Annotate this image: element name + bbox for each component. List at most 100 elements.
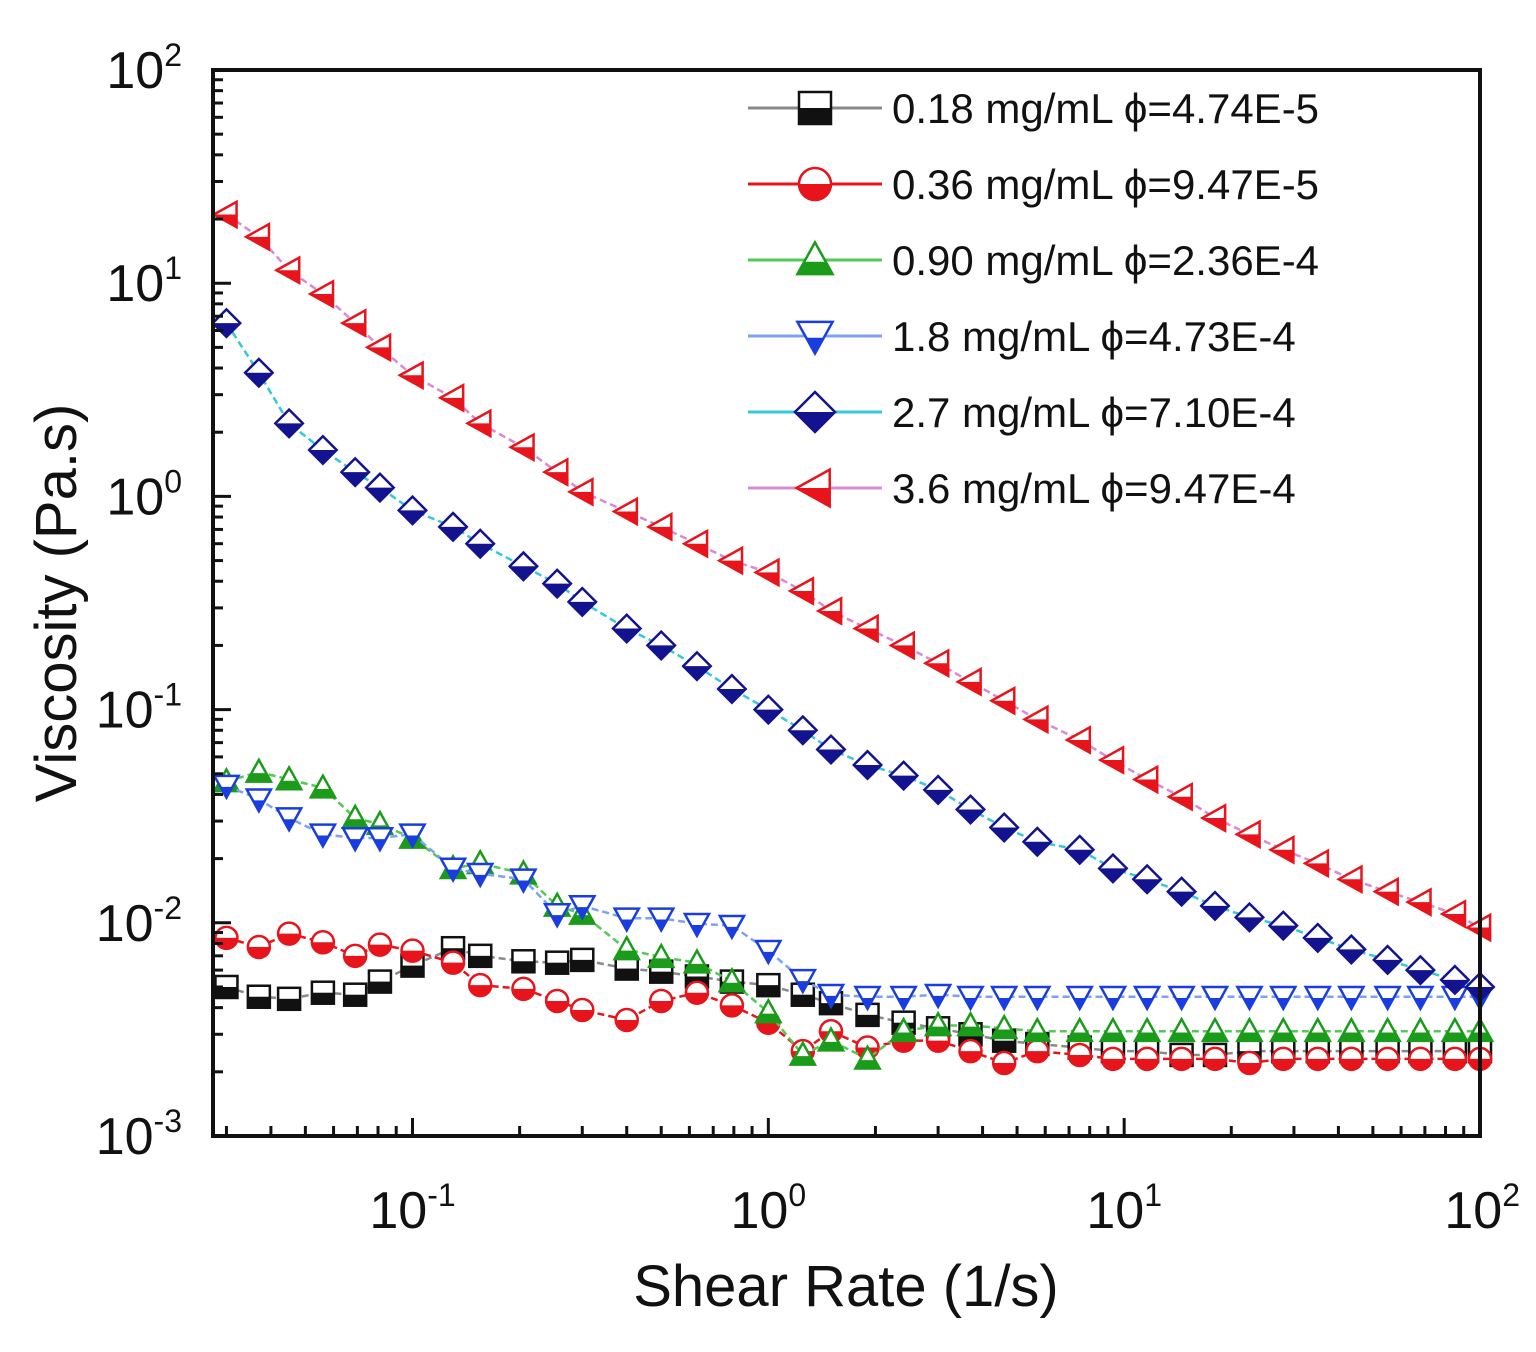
data-point (681, 650, 713, 682)
data-point (614, 1007, 639, 1033)
data-point (541, 568, 573, 600)
data-point (211, 199, 238, 230)
data-point (888, 630, 915, 661)
data-point (1302, 922, 1334, 954)
data-point (752, 694, 784, 726)
data-point (1098, 1016, 1128, 1043)
y-tick-label: 102 (106, 37, 182, 100)
data-point (1065, 985, 1094, 1012)
legend-label: 0.36 mg/mL ϕ=9.47E-5 (892, 161, 1319, 208)
legend-item: 1.8 mg/mL ϕ=4.73E-4 (748, 313, 1296, 360)
legend-concentration: 3.6 mg/mL (892, 465, 1101, 512)
data-point (276, 921, 302, 946)
data-point (308, 773, 338, 799)
data-point (989, 1013, 1019, 1040)
data-point (1305, 1046, 1331, 1072)
data-point (1097, 745, 1125, 775)
data-point (508, 432, 535, 463)
data-point (567, 477, 594, 507)
data-point (466, 862, 495, 889)
data-point (570, 997, 595, 1023)
data-point (1065, 1016, 1094, 1043)
data-point (1268, 835, 1295, 865)
data-point (1406, 1016, 1435, 1043)
y-axis-title: Viscosity (Pa.s) (24, 404, 89, 803)
data-point (1021, 826, 1053, 858)
data-point (888, 760, 920, 792)
data-point (958, 1038, 983, 1064)
data-point (340, 827, 370, 853)
legend-marker (797, 90, 833, 126)
plot-frame (211, 68, 1482, 1138)
data-point (852, 613, 879, 644)
data-point (1408, 1046, 1433, 1072)
data-layer (210, 199, 1496, 1076)
legend-item: 2.7 mg/mL ϕ=7.10E-4 (748, 389, 1296, 436)
data-point (568, 894, 597, 921)
data-point (244, 757, 274, 783)
data-point (339, 456, 371, 488)
data-point (310, 930, 336, 955)
data-point (1131, 863, 1163, 895)
data-point (544, 950, 570, 975)
data-point (853, 1044, 882, 1070)
data-point (1199, 803, 1227, 833)
data-point (1169, 1046, 1194, 1072)
data-point (684, 980, 710, 1005)
data-point (648, 988, 674, 1014)
data-point (1337, 1016, 1366, 1043)
data-point (788, 1040, 818, 1066)
data-point (544, 988, 570, 1014)
legend-concentration: 2.7 mg/mL (892, 389, 1101, 436)
data-point (507, 550, 539, 582)
data-point (308, 823, 338, 850)
y-tick-label: 101 (106, 250, 182, 313)
data-point (438, 857, 468, 884)
data-point (1271, 1046, 1296, 1072)
data-point (1131, 764, 1159, 795)
data-point (1167, 985, 1196, 1012)
x-tick-label: 101 (1086, 1177, 1162, 1240)
data-point (1166, 782, 1193, 812)
data-point (1134, 1046, 1160, 1072)
data-point (467, 972, 493, 998)
data-point (1439, 964, 1471, 996)
data-point (1233, 901, 1266, 933)
data-point (1405, 887, 1432, 917)
data-point (754, 939, 783, 966)
legend-item: 0.36 mg/mL ϕ=9.47E-5 (748, 161, 1319, 208)
legend-label: 0.18 mg/mL ϕ=4.74E-5 (892, 85, 1319, 132)
data-point (1132, 985, 1162, 1012)
x-axis-title: Shear Rate (1/s) (633, 1254, 1059, 1319)
data-point (646, 907, 676, 933)
data-point (716, 545, 744, 576)
data-point (612, 934, 641, 961)
data-point (991, 1050, 1017, 1076)
data-point (1023, 1016, 1052, 1043)
data-point (681, 528, 709, 559)
x-tick-label: 10-1 (369, 1177, 455, 1240)
data-point (1167, 1016, 1196, 1043)
data-point (570, 947, 595, 973)
data-point (465, 408, 492, 439)
data-point (464, 528, 496, 560)
data-point (243, 222, 271, 252)
data-point (467, 943, 493, 969)
data-point (1373, 985, 1402, 1012)
data-point (923, 983, 953, 1010)
data-point (1337, 985, 1366, 1012)
legend-concentration: 0.90 mg/mL (892, 237, 1124, 284)
data-point (511, 976, 536, 1002)
data-point (1269, 1016, 1298, 1043)
legend-marker (794, 467, 831, 509)
data-point (541, 457, 569, 487)
data-point (1199, 890, 1231, 922)
data-point (988, 811, 1020, 843)
y-tick-label: 10-3 (96, 1103, 182, 1166)
data-point (1202, 1046, 1228, 1072)
data-point (367, 932, 393, 957)
data-point (307, 434, 339, 466)
data-point (1267, 910, 1299, 942)
data-point (922, 774, 954, 806)
